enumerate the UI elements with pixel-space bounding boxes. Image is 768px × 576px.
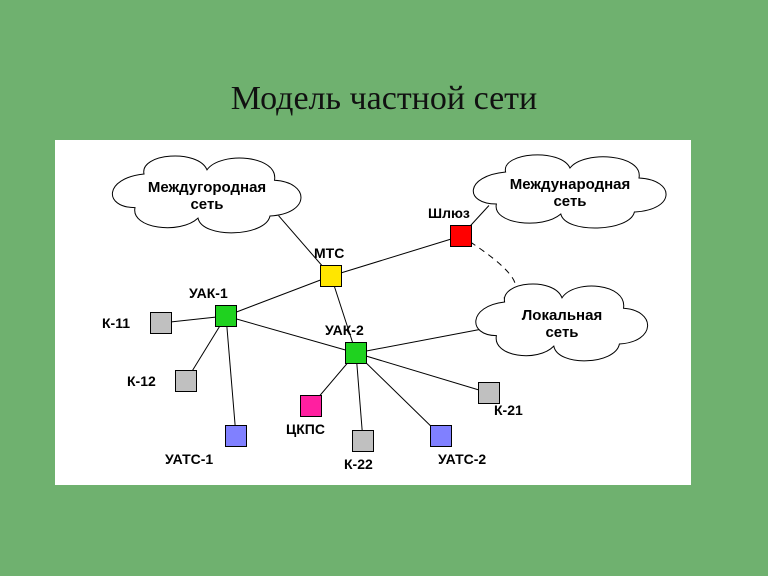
- node-k21: [478, 382, 500, 404]
- node-label-mtc: МТС: [314, 245, 344, 261]
- node-label-gate: Шлюз: [428, 205, 470, 221]
- node-ckps: [300, 395, 322, 417]
- node-label-k22: К-22: [344, 456, 373, 472]
- node-k22: [352, 430, 374, 452]
- node-uak2: [345, 342, 367, 364]
- node-mtc: [320, 265, 342, 287]
- slide: Модель частной сети Междугородная сетьМе…: [0, 0, 768, 576]
- slide-title: Модель частной сети: [0, 80, 768, 118]
- node-label-uak2: УАК-2: [325, 322, 364, 338]
- node-label-k12: К-12: [127, 373, 156, 389]
- node-uatc2: [430, 425, 452, 447]
- cloud-label-intercity: Междугородная сеть: [117, 179, 297, 214]
- diagram-panel: Междугородная сеть Международная сеть Лока…: [55, 140, 691, 485]
- node-gate: [450, 225, 472, 247]
- node-label-uatc2: УАТС-2: [438, 451, 486, 467]
- node-k12: [175, 370, 197, 392]
- node-label-uatc1: УАТС-1: [165, 451, 213, 467]
- diagram-html-layer: Междугородная сеть Международная сеть Лока…: [55, 140, 691, 485]
- node-label-ckps: ЦКПС: [286, 421, 325, 437]
- node-uatc1: [225, 425, 247, 447]
- node-uak1: [215, 305, 237, 327]
- node-k11: [150, 312, 172, 334]
- node-label-uak1: УАК-1: [189, 285, 228, 301]
- node-label-k21: К-21: [494, 402, 523, 418]
- node-label-k11: К-11: [102, 315, 130, 331]
- cloud-label-intl: Международная сеть: [478, 176, 662, 211]
- cloud-label-local: Локальная сеть: [480, 307, 644, 342]
